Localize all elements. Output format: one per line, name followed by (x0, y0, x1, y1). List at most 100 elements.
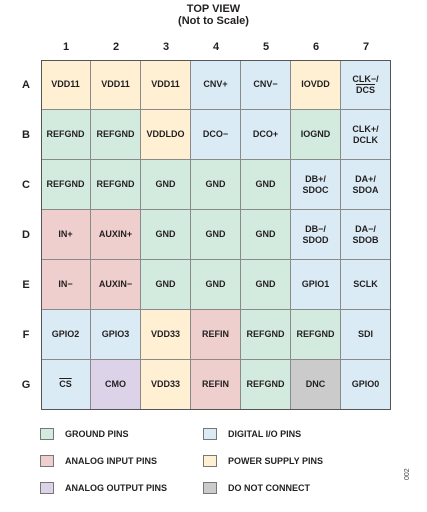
pin-cell: DCO− (191, 110, 241, 160)
pin-name: GND (205, 229, 226, 239)
pin-name: VDD11 (151, 79, 180, 89)
pin-name: REFGND (296, 329, 335, 339)
pin-cell: VDD11 (91, 60, 141, 110)
row-label: E (22, 279, 30, 291)
row-label: G (21, 379, 31, 391)
pin-name: DB−/ SDOD (302, 223, 329, 245)
pin-cell: SDI (341, 310, 391, 360)
pin-cell: DB+/ SDOC (291, 160, 341, 210)
pin-cell: CMO (91, 360, 141, 410)
pin-name: IOVDD (301, 79, 330, 89)
column-number: 6 (312, 41, 320, 53)
pin-cell: AUXIN+ (91, 210, 141, 260)
pin-name: CLK+/ DCLK (352, 123, 379, 145)
pin-cell: VDD33 (141, 360, 191, 410)
pin-name: REFGND (46, 129, 85, 139)
pin-name: GPIO1 (301, 279, 330, 289)
pin-cell: GND (241, 260, 291, 310)
legend-label: POWER SUPPLY PINS (228, 456, 324, 466)
pin-cell: REFIN (191, 310, 241, 360)
pin-name: DNC (305, 379, 326, 389)
pin-cell: VDD11 (141, 60, 191, 110)
legend-item: ANALOG INPUT PINS (40, 455, 157, 467)
pin-name: DA−/ SDOB (352, 223, 379, 245)
row-label: C (22, 179, 30, 191)
pin-name: GPIO3 (101, 329, 130, 339)
pin-cell: CNV− (241, 60, 291, 110)
pin-cell: GND (141, 260, 191, 310)
figure-code: 002 (404, 468, 411, 480)
pin-name: IN+ (58, 229, 73, 239)
legend-item: GROUND PINS (40, 428, 129, 440)
pin-cell: CS (41, 360, 91, 410)
pin-name: GND (155, 279, 176, 289)
legend-item: POWER SUPPLY PINS (203, 455, 323, 467)
pin-name: REFGND (246, 379, 285, 389)
legend-swatch (203, 455, 217, 467)
legend-swatch (203, 482, 217, 494)
pin-cell: GPIO1 (291, 260, 341, 310)
pin-name: GND (155, 179, 176, 189)
pin-name: REFGND (246, 329, 285, 339)
pin-cell: CLK−/ DCS (341, 60, 391, 110)
pin-name: AUXIN− (98, 279, 133, 289)
legend-swatch (203, 428, 217, 440)
pin-name: DB+/ SDOC (302, 173, 329, 195)
pin-cell: GPIO3 (91, 310, 141, 360)
pin-name: VDD11 (51, 79, 80, 89)
pin-name: REFGND (46, 179, 85, 189)
legend-label: DO NOT CONNECT (228, 483, 310, 493)
column-number: 5 (262, 41, 270, 53)
pin-cell: GND (241, 210, 291, 260)
pin-name: CMO (105, 379, 126, 389)
row-label: F (22, 329, 30, 341)
pin-cell: REFGND (41, 160, 91, 210)
pin-name: GND (155, 229, 176, 239)
pin-cell: VDDLDO (141, 110, 191, 160)
pin-name: VDD33 (150, 329, 180, 339)
pin-cell: DCO+ (241, 110, 291, 160)
pin-name: REFGND (96, 179, 135, 189)
column-number: 2 (112, 41, 120, 53)
pin-cell: VDD11 (41, 60, 91, 110)
pin-name: GND (255, 279, 276, 289)
legend-label: GROUND PINS (65, 429, 129, 439)
pin-cell: SCLK (341, 260, 391, 310)
column-number: 3 (162, 41, 170, 53)
pin-name: VDD33 (150, 379, 180, 389)
pin-name: CLK−/ DCS (352, 73, 379, 95)
legend-item: ANALOG OUTPUT PINS (40, 482, 167, 494)
pin-name: SCLK (353, 279, 378, 289)
pin-name: VDD11 (101, 79, 130, 89)
pin-cell: GPIO2 (41, 310, 91, 360)
pin-name: DA+/ SDOA (352, 173, 379, 195)
pin-cell: CNV+ (191, 60, 241, 110)
legend-swatch (40, 455, 54, 467)
pin-cell: GND (191, 160, 241, 210)
pin-name: REFIN (202, 379, 229, 389)
pin-cell: REFGND (41, 110, 91, 160)
pin-cell: DNC (291, 360, 341, 410)
row-label: B (22, 129, 30, 141)
pin-cell: REFGND (91, 160, 141, 210)
pin-cell: AUXIN− (91, 260, 141, 310)
pin-cell: DB−/ SDOD (291, 210, 341, 260)
pin-name: CS (59, 379, 72, 389)
legend-item: DIGITAL I/O PINS (203, 428, 301, 440)
pin-cell: REFIN (191, 360, 241, 410)
pin-name: IOGND (300, 129, 331, 139)
pin-cell: GND (141, 160, 191, 210)
legend-label: DIGITAL I/O PINS (228, 429, 302, 439)
pin-cell: IN+ (41, 210, 91, 260)
pin-name: GND (205, 179, 226, 189)
pin-name: AUXIN+ (98, 229, 133, 239)
pin-name: CNV+ (203, 79, 228, 89)
pin-cell: GND (191, 210, 241, 260)
row-label: A (22, 79, 30, 91)
pin-name: SDI (357, 329, 373, 339)
pin-cell: REFGND (241, 310, 291, 360)
pin-name: DCO+ (252, 129, 279, 139)
row-label: D (22, 229, 30, 241)
pin-cell: IN− (41, 260, 91, 310)
pin-name: GND (255, 229, 276, 239)
